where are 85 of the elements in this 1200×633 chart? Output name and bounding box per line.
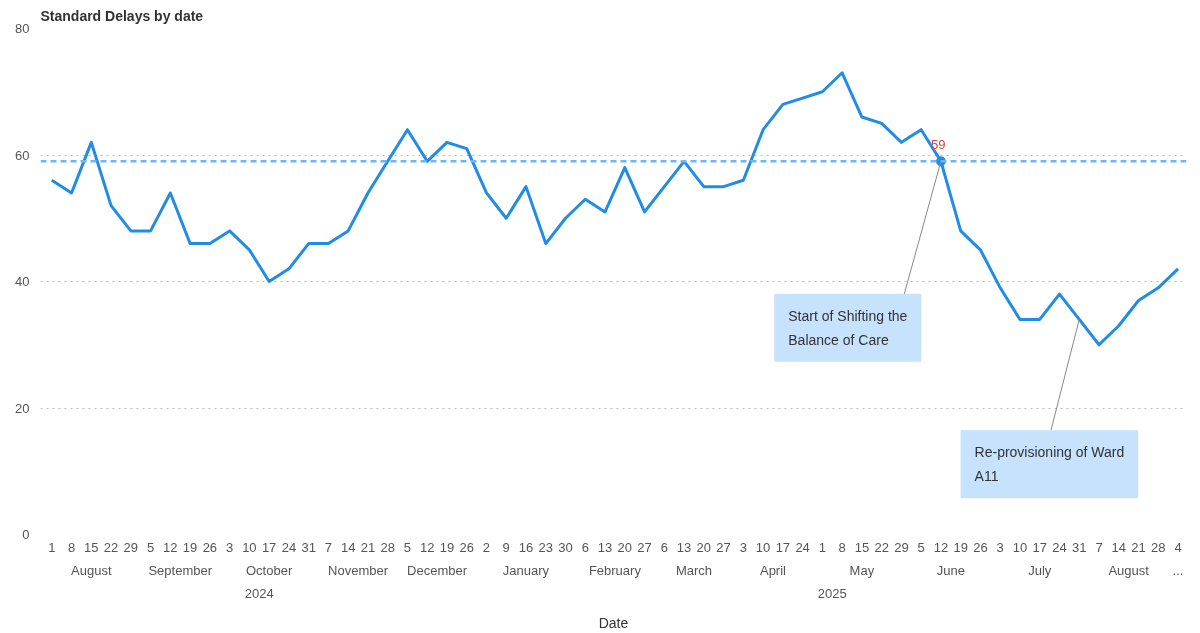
text: 2025 [817, 585, 847, 601]
x-tick-label: 26 [973, 539, 988, 555]
annotation: Start of Shifting the Balance of Care [788, 307, 908, 348]
text: October [246, 562, 293, 578]
x-tick-label: 5 [146, 539, 155, 555]
text: August [71, 562, 112, 578]
text: September [148, 562, 213, 578]
x-tick-label: 29 [894, 539, 909, 555]
x-tick-label: 23 [538, 539, 553, 555]
x-tick-label: 10 [755, 539, 771, 555]
x-tick-label: 7 [324, 539, 333, 555]
text: June [936, 562, 965, 578]
x-tick-label: 16 [518, 539, 534, 555]
x-tick-label: 28 [1151, 539, 1166, 555]
text: March [675, 562, 713, 578]
x-tick-label: 10 [1012, 539, 1028, 555]
text: April [759, 562, 787, 578]
x-tick-label: 27 [716, 539, 731, 555]
x-tick-label: 5 [403, 539, 412, 555]
x-tick-label: 21 [360, 539, 376, 555]
x-tick-label: 14 [1111, 539, 1126, 555]
text: May [849, 562, 875, 578]
x-tick-label: 17 [775, 539, 791, 555]
y-tick-label: 20 [15, 400, 30, 416]
text: January [502, 562, 550, 578]
x-tick-label: 17 [261, 539, 277, 555]
x-tick-label: 30 [558, 539, 573, 555]
chart-title: Standard Delays by date [40, 7, 204, 24]
text: ... [1172, 562, 1184, 578]
x-tick-label: 14 [340, 539, 356, 555]
x-tick-label: 5 [917, 539, 925, 555]
text: February [588, 562, 642, 578]
x-tick-label: 19 [439, 539, 455, 555]
x-tick-label: 26 [459, 539, 474, 555]
x-tick-label: 15 [84, 539, 99, 555]
x-tick-label: 1 [48, 539, 56, 555]
annotation: 59 [930, 137, 946, 153]
x-tick-label: 24 [281, 539, 297, 555]
x-tick-label: 24 [1052, 539, 1067, 555]
x-tick-label: 1 [818, 539, 826, 555]
x-tick-label: 26 [202, 539, 218, 555]
text: November [328, 562, 389, 578]
x-axis-title: Date [598, 614, 629, 631]
y-tick-label: 0 [22, 527, 30, 542]
x-tick-label: 7 [1095, 539, 1103, 555]
y-tick-label: 40 [15, 274, 30, 289]
x-tick-label: 20 [696, 539, 712, 555]
x-tick-label: 27 [637, 539, 652, 555]
x-tick-label: 29 [123, 539, 139, 555]
text: December [407, 562, 468, 578]
y-tick-label: 60 [15, 147, 30, 163]
x-tick-label: 10 [242, 539, 257, 555]
x-tick-label: 19 [953, 539, 968, 555]
x-tick-label: 19 [182, 539, 198, 555]
text: July [1028, 562, 1052, 578]
x-tick-label: 2 [482, 539, 491, 555]
x-tick-label: 3 [996, 539, 1004, 555]
text: 2024 [244, 585, 274, 601]
x-tick-label: 20 [617, 539, 633, 555]
x-tick-label: 28 [380, 539, 395, 555]
x-tick-label: 6 [581, 539, 589, 555]
x-tick-label: 17 [1032, 539, 1047, 555]
x-tick-label: 12 [933, 539, 949, 555]
x-tick-label: 3 [226, 539, 234, 555]
x-tick-label: 21 [1131, 539, 1146, 555]
x-tick-label: 8 [67, 539, 76, 555]
x-tick-label: 31 [301, 539, 316, 555]
x-tick-label: 22 [103, 539, 119, 555]
annotation: Re-provisioning of Ward A11 [974, 444, 1125, 485]
text: August [1108, 562, 1150, 578]
x-tick-label: 3 [739, 539, 747, 555]
x-tick-label: 15 [854, 539, 870, 555]
x-tick-label: 9 [502, 539, 510, 555]
x-tick-label: 13 [676, 539, 692, 555]
x-tick-label: 31 [1072, 539, 1087, 555]
x-tick-label: 4 [1174, 539, 1182, 555]
y-tick-label: 80 [15, 21, 30, 36]
x-tick-label: 8 [838, 539, 846, 555]
x-tick-label: 12 [419, 539, 435, 555]
x-tick-label: 6 [660, 539, 668, 555]
x-tick-label: 13 [597, 539, 613, 555]
x-tick-label: 24 [795, 539, 810, 555]
line-series [50, 71, 1180, 347]
x-tick-label: 22 [874, 539, 889, 555]
x-tick-label: 12 [163, 539, 178, 555]
